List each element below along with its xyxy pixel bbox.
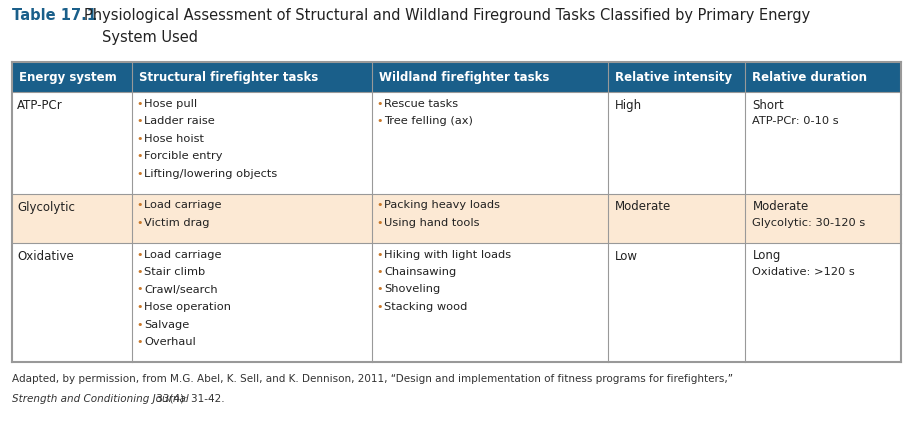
Text: Hose operation: Hose operation <box>144 302 231 312</box>
Text: Packing heavy loads: Packing heavy loads <box>384 201 500 210</box>
Text: Relative duration: Relative duration <box>752 70 867 84</box>
Text: •: • <box>136 302 142 312</box>
Text: Hiking with light loads: Hiking with light loads <box>384 249 511 259</box>
Text: Adapted, by permission, from M.G. Abel, K. Sell, and K. Dennison, 2011, “Design : Adapted, by permission, from M.G. Abel, … <box>12 374 733 383</box>
Text: Lifting/lowering objects: Lifting/lowering objects <box>144 169 278 179</box>
Text: •: • <box>376 99 383 109</box>
Text: Load carriage: Load carriage <box>144 249 222 259</box>
Text: •: • <box>136 218 142 228</box>
Text: System Used: System Used <box>102 30 198 45</box>
Text: Low: Low <box>614 249 637 262</box>
Text: Forcible entry: Forcible entry <box>144 151 223 162</box>
Text: •: • <box>136 320 142 329</box>
Text: ATP-PCr: ATP-PCr <box>17 99 63 112</box>
Text: •: • <box>376 117 383 126</box>
Text: Overhaul: Overhaul <box>144 337 195 347</box>
Text: Long: Long <box>752 249 781 262</box>
Text: •: • <box>376 285 383 295</box>
Text: Rescue tasks: Rescue tasks <box>384 99 458 109</box>
Text: Shoveling: Shoveling <box>384 285 440 295</box>
Text: •: • <box>376 218 383 228</box>
Text: •: • <box>376 267 383 277</box>
Text: ATP-PCr: 0-10 s: ATP-PCr: 0-10 s <box>752 117 839 126</box>
Text: •: • <box>136 249 142 259</box>
Text: •: • <box>136 134 142 144</box>
Text: Table 17.1: Table 17.1 <box>12 8 97 23</box>
Text: Oxidative: Oxidative <box>17 249 74 262</box>
Text: Glycolytic: Glycolytic <box>17 201 75 214</box>
Text: •: • <box>136 337 142 347</box>
Text: Wildland firefighter tasks: Wildland firefighter tasks <box>379 70 550 84</box>
Text: •: • <box>136 151 142 162</box>
Text: Relative intensity: Relative intensity <box>614 70 731 84</box>
Text: High: High <box>614 99 642 112</box>
Text: Moderate: Moderate <box>614 201 671 214</box>
Text: •: • <box>376 302 383 312</box>
Text: Chainsawing: Chainsawing <box>384 267 456 277</box>
Text: Tree felling (ax): Tree felling (ax) <box>384 117 473 126</box>
Text: Strength and Conditioning Journal: Strength and Conditioning Journal <box>12 393 189 404</box>
Text: Moderate: Moderate <box>752 201 809 214</box>
Text: Salvage: Salvage <box>144 320 189 329</box>
Text: Stair climb: Stair climb <box>144 267 205 277</box>
Text: 33(4): 31-42.: 33(4): 31-42. <box>153 393 225 404</box>
Text: Short: Short <box>752 99 784 112</box>
Text: Structural firefighter tasks: Structural firefighter tasks <box>139 70 319 84</box>
Text: •: • <box>136 285 142 295</box>
Text: Energy system: Energy system <box>19 70 117 84</box>
Text: Load carriage: Load carriage <box>144 201 222 210</box>
Text: Stacking wood: Stacking wood <box>384 302 467 312</box>
Text: Glycolytic: 30-120 s: Glycolytic: 30-120 s <box>752 218 866 228</box>
Text: Crawl/search: Crawl/search <box>144 285 217 295</box>
Text: Victim drag: Victim drag <box>144 218 209 228</box>
Text: •: • <box>136 201 142 210</box>
Text: Oxidative: >120 s: Oxidative: >120 s <box>752 267 855 277</box>
Text: Physiological Assessment of Structural and Wildland Fireground Tasks Classified : Physiological Assessment of Structural a… <box>84 8 810 23</box>
Text: Using hand tools: Using hand tools <box>384 218 479 228</box>
Text: •: • <box>136 99 142 109</box>
Bar <box>12 92 901 193</box>
Text: Hose pull: Hose pull <box>144 99 197 109</box>
Bar <box>12 62 901 92</box>
Bar <box>12 193 901 243</box>
Bar <box>12 243 901 362</box>
Text: Ladder raise: Ladder raise <box>144 117 215 126</box>
Text: •: • <box>136 267 142 277</box>
Text: Hose hoist: Hose hoist <box>144 134 204 144</box>
Text: •: • <box>136 117 142 126</box>
Text: •: • <box>136 169 142 179</box>
Text: •: • <box>376 201 383 210</box>
Text: •: • <box>376 249 383 259</box>
